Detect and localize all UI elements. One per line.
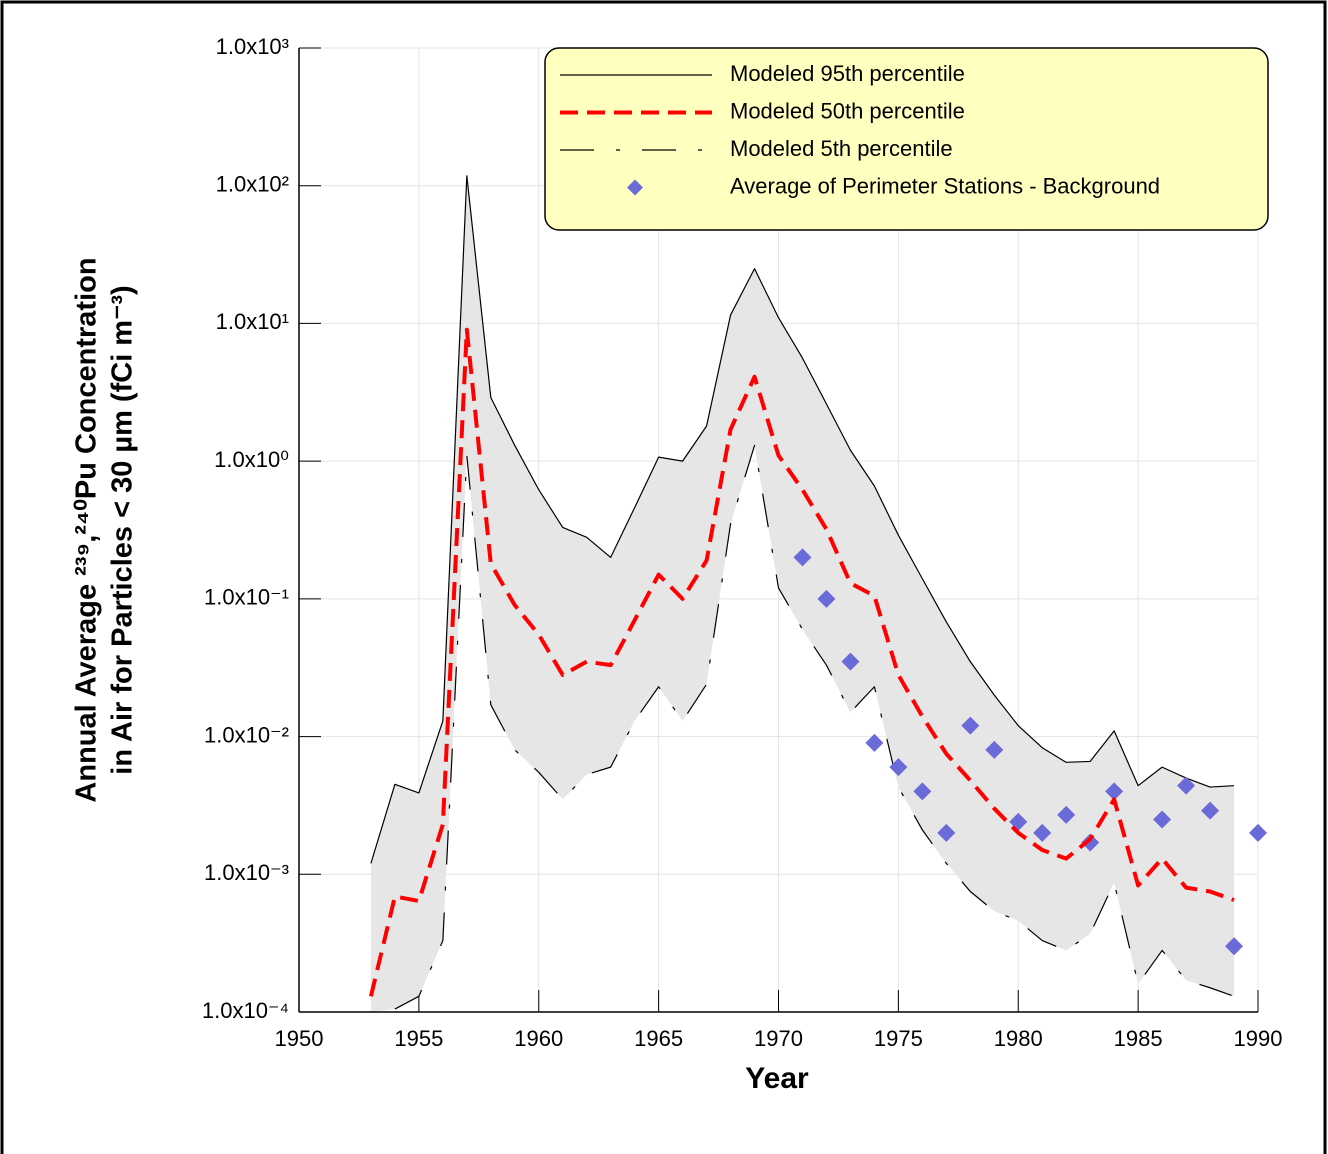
scatter-point <box>1153 810 1172 829</box>
line <box>368 327 1235 997</box>
x-tick-label: 1985 <box>1114 1026 1163 1051</box>
y-tick-label: 1.0x10⁻¹ <box>204 585 289 610</box>
y-tick-label: 1.0x10⁻⁴ <box>202 998 289 1023</box>
y-axis-title-line: in Air for Particles < 30 µm (fCi m⁻³) <box>107 285 139 774</box>
y-tick-label: 1.0x10⁻³ <box>204 860 289 885</box>
x-tick-label: 1965 <box>634 1026 683 1051</box>
legend-box <box>544 47 1269 231</box>
scatter-point <box>1057 805 1076 824</box>
legend-label: Average of Perimeter Stations - Backgrou… <box>730 173 1160 198</box>
scatter-point <box>1177 776 1196 795</box>
y-tick-label: 1.0x10¹ <box>216 309 289 334</box>
scatter-point <box>1225 937 1244 956</box>
scatter-point <box>961 716 980 735</box>
y-tick-label: 1.0x10⁻² <box>204 722 289 747</box>
x-tick-label: 1970 <box>754 1026 803 1051</box>
plot-area: 1.0x10⁻⁴ 1.0x10⁻³ 1.0x10⁻² 1.0x10⁻¹ 1.0x10⁰ 1… <box>202 34 1283 1051</box>
scatter-point <box>1105 782 1124 801</box>
scatter-point <box>937 823 956 842</box>
x-tick-label: 1960 <box>514 1026 563 1051</box>
scatter-point <box>1081 833 1100 852</box>
line <box>370 175 1235 864</box>
x-tick-label: 1980 <box>994 1026 1043 1051</box>
legend-label: Modeled 50th percentile <box>730 98 965 123</box>
x-tick-label: 1955 <box>394 1026 443 1051</box>
scatter-point <box>817 589 836 608</box>
x-tick-label: 1975 <box>874 1026 923 1051</box>
legend-label: Modeled 95th percentile <box>730 61 965 86</box>
y-axis-title-line: Annual Average ²³⁹,²⁴⁰Pu Concentration <box>71 257 103 802</box>
band <box>370 175 1235 1012</box>
scatter-point <box>1033 823 1052 842</box>
scatter-point <box>985 740 1004 759</box>
scatter-point <box>913 782 932 801</box>
y-tick-label: 1.0x10² <box>216 172 289 197</box>
x-axis-title: Year <box>745 1062 809 1095</box>
scatter-point <box>841 652 860 671</box>
scatter-point <box>865 733 884 752</box>
scatter-point <box>793 548 812 567</box>
x-tick-label: 1990 <box>1234 1026 1283 1051</box>
scatter-point <box>1249 823 1267 842</box>
y-tick-label: 1.0x10⁰ <box>214 447 289 472</box>
scatter-point <box>1201 801 1220 820</box>
x-tick-label: 1950 <box>275 1026 324 1051</box>
y-axis-title: Annual Average ²³⁹,²⁴⁰Pu Concentration i… <box>71 257 139 802</box>
y-tick-label: 1.0x10³ <box>216 34 289 59</box>
legend-label: Modeled 5th percentile <box>730 136 953 161</box>
legend-symbol <box>627 179 643 196</box>
scatter-point <box>889 758 908 777</box>
line <box>394 444 1235 1010</box>
legend: Modeled 95th percentile Modeled 50th perc… <box>544 47 1269 231</box>
